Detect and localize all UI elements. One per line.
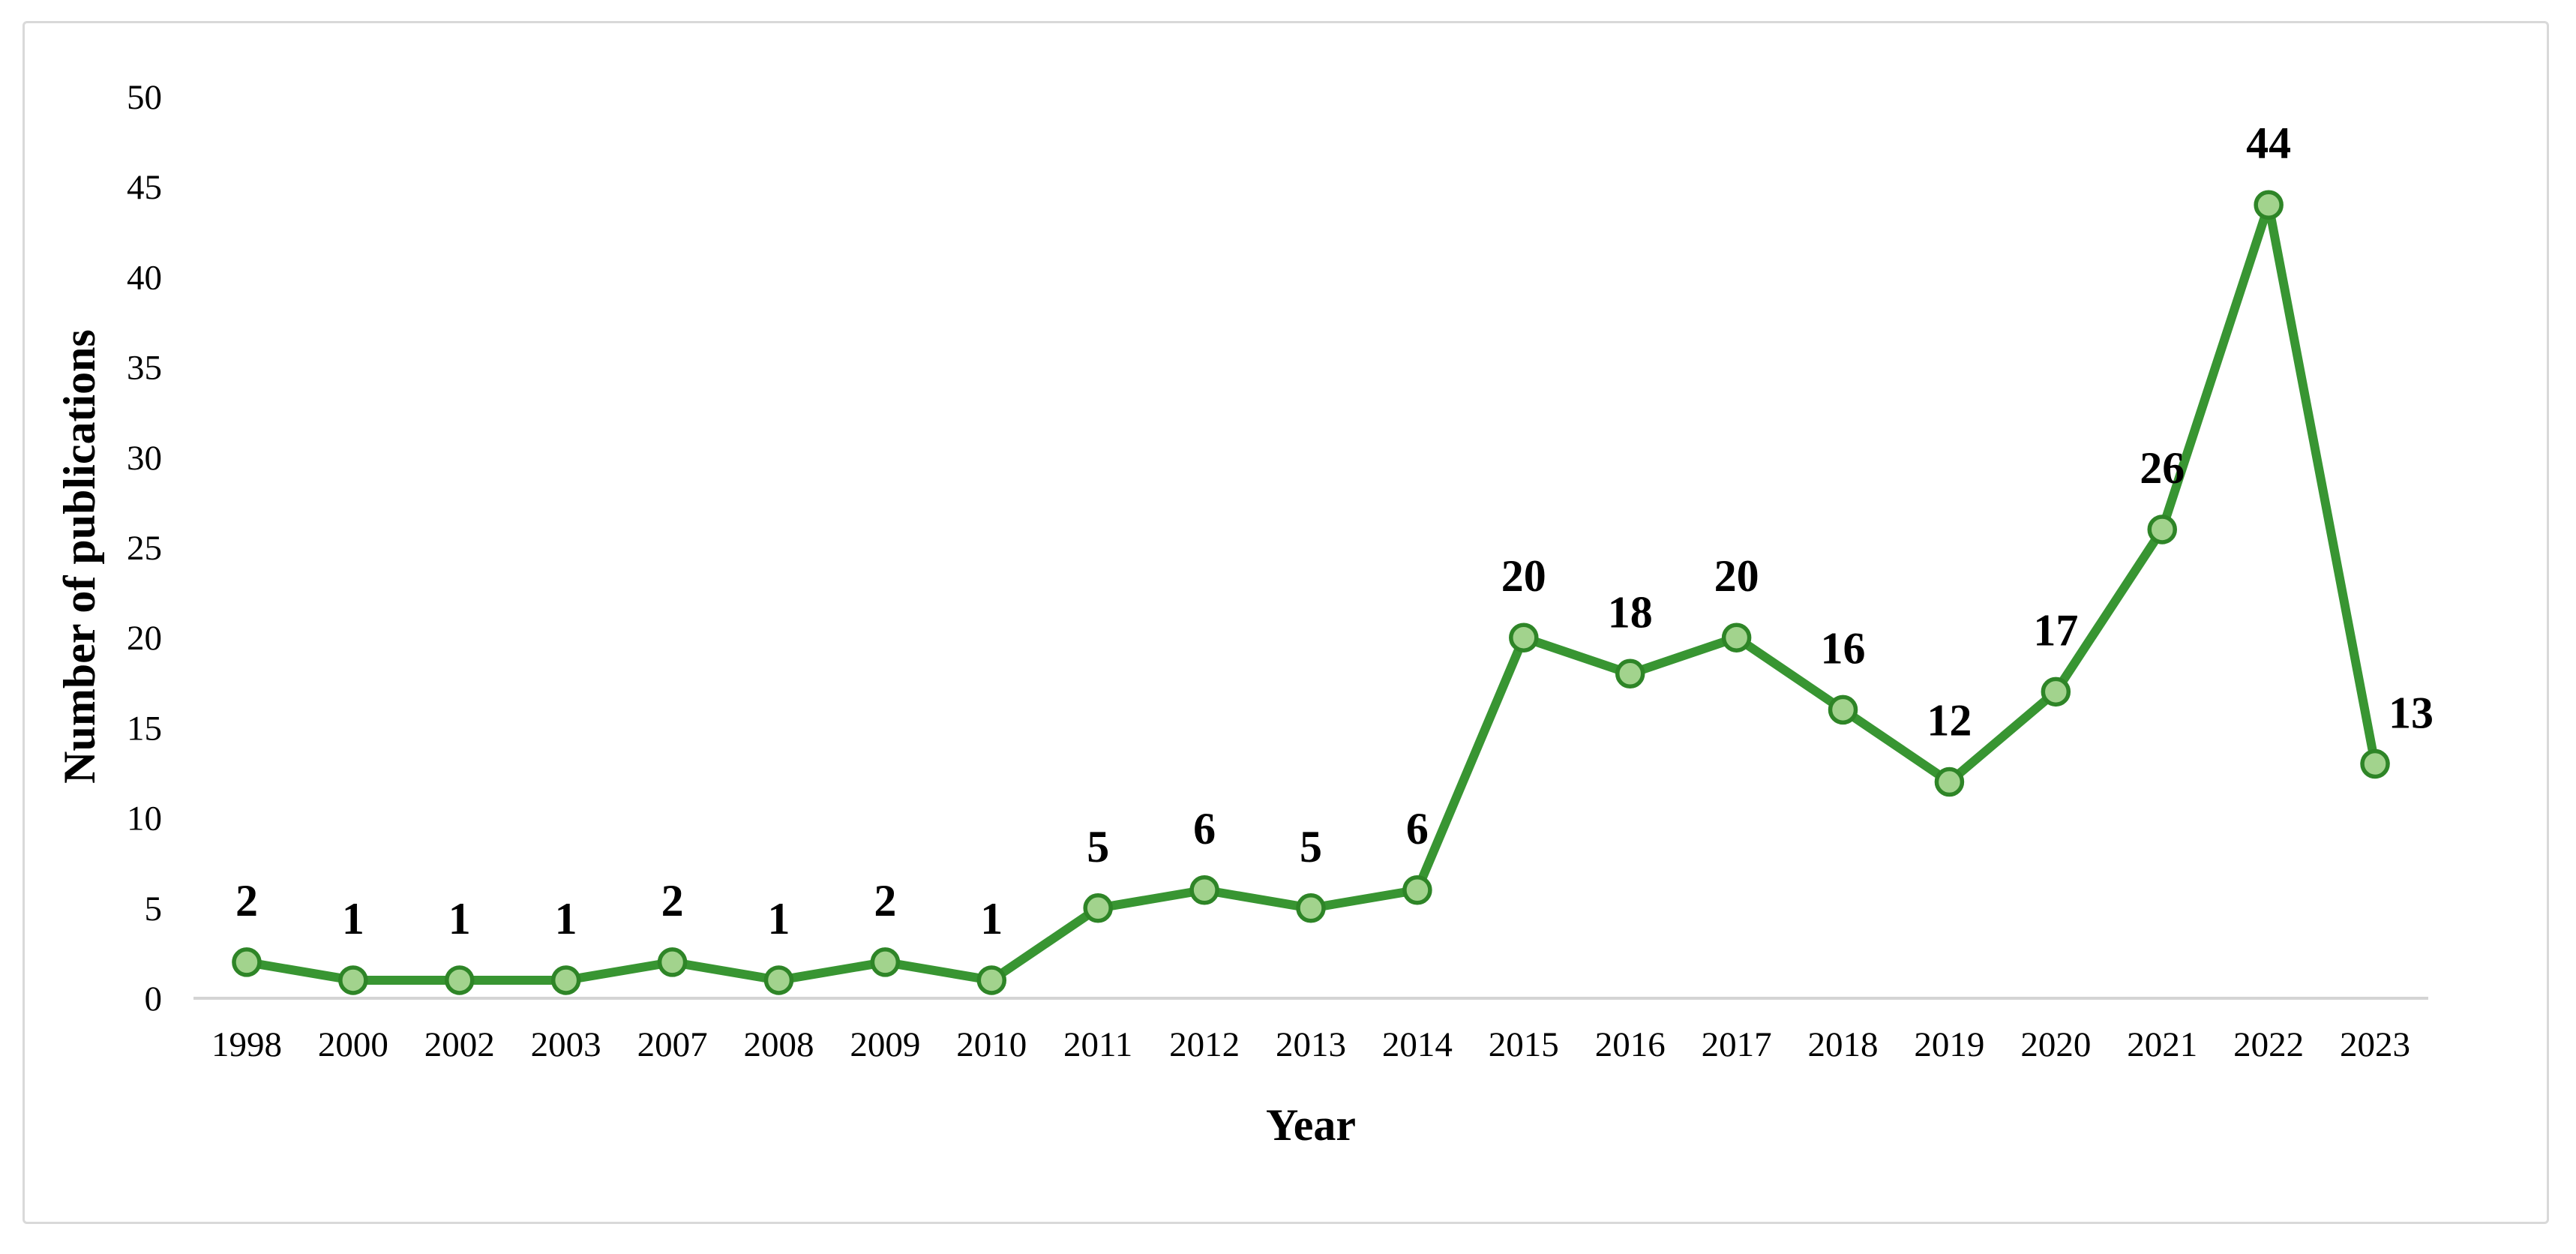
data-point-label: 16 <box>1821 623 1866 673</box>
data-point-label: 6 <box>1193 804 1216 854</box>
data-point-label: 1 <box>555 894 577 944</box>
x-tick-label: 2022 <box>2233 1025 2304 1064</box>
data-point-label: 26 <box>2140 443 2185 493</box>
data-point-marker <box>763 965 794 995</box>
y-tick-label: 10 <box>127 800 162 838</box>
data-point-marker <box>550 965 581 995</box>
data-point-marker <box>2360 748 2390 779</box>
data-point-marker <box>1934 766 1965 797</box>
x-tick-label: 2018 <box>1808 1025 1879 1064</box>
data-point-label: 2 <box>874 876 896 926</box>
x-tick-label: 2020 <box>2020 1025 2091 1064</box>
data-point-label: 20 <box>1501 551 1546 601</box>
data-point-marker <box>657 947 688 977</box>
x-tick-label: 2015 <box>1489 1025 1559 1064</box>
data-point-marker <box>1509 622 1539 652</box>
data-point-label: 5 <box>1300 822 1322 872</box>
x-tick-label: 1998 <box>211 1025 282 1064</box>
y-tick-label: 30 <box>127 439 162 478</box>
data-point-marker <box>1402 875 1432 905</box>
y-tick-label: 0 <box>145 980 163 1018</box>
data-point-label: 13 <box>2389 688 2434 737</box>
data-point-label: 44 <box>2246 118 2291 168</box>
y-tick-label: 5 <box>145 890 163 928</box>
x-tick-label: 2002 <box>424 1025 495 1064</box>
data-point-marker <box>976 965 1007 995</box>
y-tick-label: 25 <box>127 529 162 568</box>
x-tick-label: 2016 <box>1595 1025 1666 1064</box>
x-tick-label: 2014 <box>1382 1025 1453 1064</box>
data-point-label: 17 <box>2033 605 2078 655</box>
x-axis-title: Year <box>1266 1100 1356 1150</box>
data-point-marker <box>1296 893 1326 923</box>
data-point-label: 6 <box>1406 804 1429 854</box>
x-tick-label: 2000 <box>318 1025 388 1064</box>
x-tick-label: 2017 <box>1702 1025 1772 1064</box>
data-point-label: 12 <box>1927 696 1972 746</box>
x-tick-label: 2008 <box>743 1025 814 1064</box>
y-tick-label: 35 <box>127 349 162 388</box>
data-point-label: 18 <box>1608 587 1653 637</box>
y-tick-label: 40 <box>127 258 162 297</box>
x-tick-label: 2003 <box>531 1025 601 1064</box>
x-tick-label: 2019 <box>1914 1025 1984 1064</box>
data-point-marker <box>1828 694 1858 725</box>
y-tick-label: 20 <box>127 619 162 658</box>
y-tick-label: 50 <box>127 78 162 117</box>
data-point-marker <box>1083 893 1113 923</box>
data-point-label: 20 <box>1714 551 1759 601</box>
data-point-marker <box>1615 658 1645 689</box>
data-point-marker <box>232 947 262 977</box>
data-point-label: 1 <box>767 894 790 944</box>
data-point-marker <box>2041 676 2071 707</box>
x-tick-label: 2011 <box>1063 1025 1132 1064</box>
data-point-marker <box>2147 514 2177 544</box>
x-tick-label: 2023 <box>2340 1025 2410 1064</box>
data-point-marker <box>870 947 901 977</box>
y-tick-label: 15 <box>127 709 162 748</box>
data-point-label: 2 <box>235 876 258 926</box>
x-tick-label: 2007 <box>637 1025 708 1064</box>
data-point-marker <box>1189 875 1219 905</box>
x-tick-label: 2009 <box>850 1025 920 1064</box>
data-point-label: 5 <box>1087 822 1109 872</box>
y-axis-title: Number of publications <box>55 329 104 784</box>
data-point-marker <box>445 965 475 995</box>
data-point-label: 1 <box>448 894 471 944</box>
data-point-label: 1 <box>980 894 1003 944</box>
x-tick-label: 2021 <box>2127 1025 2197 1064</box>
data-point-marker <box>338 965 368 995</box>
data-point-marker <box>1721 622 1752 652</box>
x-tick-label: 2010 <box>956 1025 1027 1064</box>
x-tick-label: 2013 <box>1276 1025 1346 1064</box>
x-tick-label: 2012 <box>1169 1025 1240 1064</box>
data-point-label: 2 <box>661 876 684 926</box>
y-tick-label: 45 <box>127 168 162 207</box>
data-point-marker <box>2254 190 2284 220</box>
data-point-label: 1 <box>342 894 364 944</box>
